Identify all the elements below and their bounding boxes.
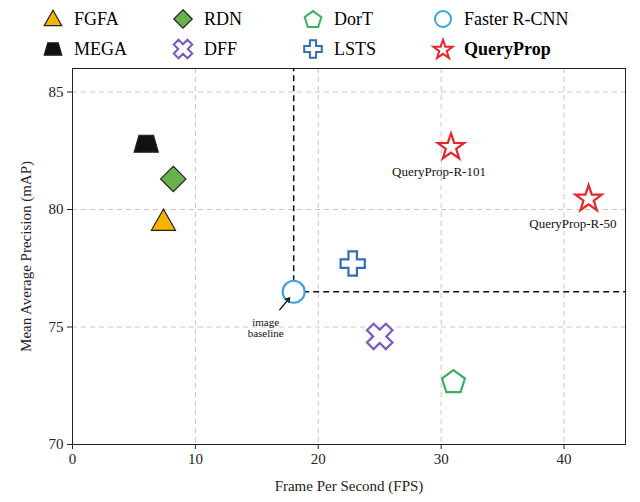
svg-text:75: 75 [49,319,64,335]
svg-text:QueryProp-R-101: QueryProp-R-101 [392,164,486,179]
svg-text:0: 0 [69,451,77,467]
svg-text:30: 30 [434,451,449,467]
html-text:FGFA: FGFA [74,8,119,29]
svg-text:10: 10 [188,451,203,467]
svg-text:40: 40 [557,451,572,467]
html-text:DFF: DFF [204,38,237,59]
svg-text:Mean Average Precision (mAP): Mean Average Precision (mAP) [18,161,35,352]
svg-text:20: 20 [311,451,326,467]
svg-text:imagebaseline: imagebaseline [248,316,284,339]
html-text:DorT: DorT [334,8,373,29]
html-text:QueryProp: QueryProp [464,38,551,59]
svg-text:QueryProp-R-50: QueryProp-R-50 [529,216,616,231]
html-text:Faster R-CNN: Faster R-CNN [464,8,569,29]
html-text:RDN: RDN [204,8,242,29]
svg-text:80: 80 [49,201,64,217]
html-text:MEGA: MEGA [74,38,127,59]
svg-text:Frame Per Second (FPS): Frame Per Second (FPS) [275,478,424,495]
svg-text:85: 85 [49,84,64,100]
html-text:LSTS: LSTS [334,38,376,59]
svg-text:70: 70 [49,436,64,452]
